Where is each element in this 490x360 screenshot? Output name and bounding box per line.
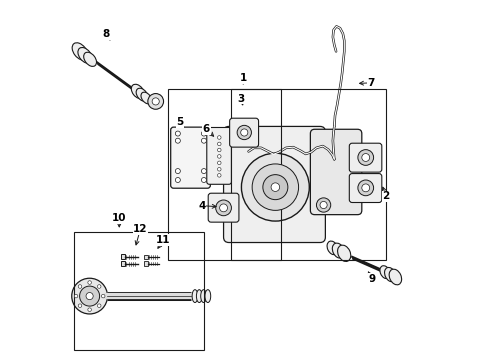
- Ellipse shape: [327, 241, 338, 255]
- Ellipse shape: [192, 290, 198, 302]
- FancyBboxPatch shape: [349, 174, 382, 203]
- Bar: [144, 255, 148, 259]
- Circle shape: [218, 136, 221, 139]
- FancyBboxPatch shape: [230, 118, 259, 147]
- Text: 12: 12: [133, 224, 147, 234]
- Circle shape: [218, 167, 221, 171]
- Ellipse shape: [332, 243, 344, 258]
- Circle shape: [98, 304, 101, 307]
- Circle shape: [218, 142, 221, 146]
- Circle shape: [78, 304, 82, 307]
- Circle shape: [201, 138, 206, 143]
- Circle shape: [320, 202, 327, 208]
- FancyBboxPatch shape: [349, 143, 382, 172]
- FancyBboxPatch shape: [171, 127, 210, 188]
- Circle shape: [175, 138, 180, 143]
- Ellipse shape: [136, 88, 148, 101]
- Text: 5: 5: [176, 117, 184, 127]
- Text: 8: 8: [103, 29, 110, 39]
- Text: 1: 1: [240, 73, 247, 83]
- Ellipse shape: [389, 269, 402, 285]
- Ellipse shape: [338, 245, 351, 261]
- Circle shape: [362, 184, 369, 192]
- Circle shape: [201, 131, 206, 136]
- Circle shape: [79, 286, 99, 306]
- Circle shape: [263, 175, 288, 200]
- Bar: [121, 254, 125, 259]
- Circle shape: [201, 177, 206, 183]
- Circle shape: [252, 164, 298, 210]
- Circle shape: [218, 174, 221, 177]
- Bar: [74, 232, 204, 350]
- Circle shape: [74, 294, 78, 298]
- Circle shape: [216, 200, 231, 216]
- Circle shape: [220, 204, 227, 212]
- Ellipse shape: [205, 290, 211, 302]
- Circle shape: [358, 150, 373, 165]
- Circle shape: [218, 148, 221, 152]
- FancyBboxPatch shape: [208, 193, 239, 222]
- Ellipse shape: [201, 290, 206, 302]
- Circle shape: [218, 155, 221, 158]
- Ellipse shape: [141, 92, 151, 104]
- Bar: [144, 261, 148, 266]
- Circle shape: [271, 183, 280, 192]
- Circle shape: [241, 129, 248, 136]
- Text: 3: 3: [237, 94, 245, 104]
- Circle shape: [201, 168, 206, 174]
- Circle shape: [242, 153, 309, 221]
- Text: 4: 4: [198, 201, 206, 211]
- Text: 7: 7: [367, 78, 374, 88]
- Circle shape: [78, 285, 82, 288]
- Circle shape: [362, 154, 369, 161]
- Ellipse shape: [131, 84, 145, 99]
- FancyBboxPatch shape: [223, 126, 325, 243]
- Circle shape: [175, 177, 180, 183]
- Circle shape: [317, 198, 331, 212]
- Bar: [231, 89, 386, 260]
- Text: 10: 10: [112, 213, 126, 223]
- Circle shape: [86, 293, 93, 300]
- Bar: [168, 89, 281, 260]
- Text: 2: 2: [383, 191, 390, 201]
- Circle shape: [175, 131, 180, 136]
- Circle shape: [175, 168, 180, 174]
- Circle shape: [218, 161, 221, 165]
- Circle shape: [88, 308, 92, 311]
- FancyBboxPatch shape: [310, 129, 362, 215]
- Circle shape: [98, 285, 101, 288]
- Circle shape: [101, 294, 105, 298]
- Text: 9: 9: [368, 274, 376, 284]
- Ellipse shape: [78, 48, 92, 63]
- Circle shape: [152, 98, 159, 105]
- Circle shape: [358, 180, 373, 196]
- Text: 6: 6: [203, 124, 210, 134]
- Ellipse shape: [380, 266, 390, 279]
- Circle shape: [72, 278, 107, 314]
- Bar: [121, 261, 125, 266]
- FancyBboxPatch shape: [207, 127, 231, 184]
- Circle shape: [148, 94, 164, 109]
- Ellipse shape: [84, 52, 97, 66]
- Text: 11: 11: [156, 235, 171, 245]
- Circle shape: [88, 281, 92, 284]
- Ellipse shape: [72, 43, 88, 60]
- Ellipse shape: [385, 267, 396, 282]
- Ellipse shape: [196, 290, 202, 302]
- Circle shape: [237, 125, 251, 140]
